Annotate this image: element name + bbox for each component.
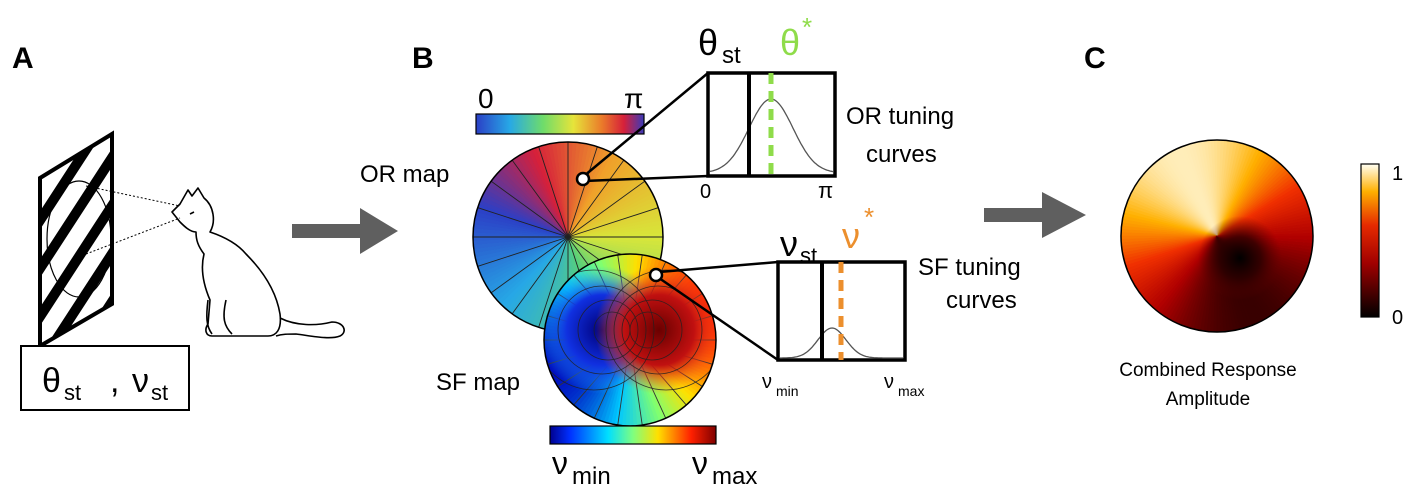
or-pref-label: θ xyxy=(780,22,800,63)
stimulus-nu: ν xyxy=(132,362,149,400)
or-map-label: OR map xyxy=(360,161,449,188)
or-zoom-lines xyxy=(583,72,709,183)
or-colorbar-min: 0 xyxy=(478,83,494,114)
sf-axis-max: ν xyxy=(884,371,894,393)
stimulus-nu-sub: st xyxy=(151,380,168,405)
panel-label-c: C xyxy=(1084,42,1106,75)
sf-tuning-plot xyxy=(776,260,907,362)
or-sample-point xyxy=(575,171,591,187)
stimulus-theta-sub: st xyxy=(64,380,81,405)
sf-zoom-lines xyxy=(658,260,779,362)
sf-sample-point xyxy=(648,267,664,283)
or-stim-sub: st xyxy=(722,42,741,69)
sight-lines xyxy=(85,185,181,255)
sf-colorbar-min-sub: min xyxy=(572,463,611,485)
panel-label-a: A xyxy=(12,42,34,75)
or-tuning-title-2: curves xyxy=(866,141,937,168)
sf-colorbar-max: ν xyxy=(692,445,708,481)
sf-map-label: SF map xyxy=(436,369,520,396)
sf-tuning-title-2: curves xyxy=(946,287,1017,314)
or-pref-sup: * xyxy=(802,12,812,42)
or-tuning-title-1: OR tuning xyxy=(846,103,954,130)
sf-colorbar: ν min ν max xyxy=(549,425,757,485)
arrow-b-to-c xyxy=(984,192,1086,238)
sf-axis-max-sub: max xyxy=(898,383,924,399)
panel-label-b: B xyxy=(412,42,434,75)
or-tuning-plot: 0 π xyxy=(700,71,837,203)
or-colorbar-max: π xyxy=(624,83,643,114)
sf-axis-min: ν xyxy=(762,371,772,393)
combined-colorbar-max: 1 xyxy=(1392,163,1403,185)
combined-response-map xyxy=(1120,139,1314,333)
stimulus-theta: θ xyxy=(42,362,61,400)
combined-colorbar-min: 0 xyxy=(1392,307,1403,329)
or-axis-max: π xyxy=(818,178,833,203)
sf-pref-label: ν xyxy=(842,215,860,256)
or-colorbar: 0 π xyxy=(475,83,645,135)
stimulus-comma: , xyxy=(110,362,119,400)
sf-stim-sub: st xyxy=(800,243,817,268)
sf-pref-sup: * xyxy=(864,202,874,232)
sf-colorbar-min: ν xyxy=(552,445,568,481)
stimulus-box: θ st , ν st xyxy=(20,345,190,411)
sf-colorbar-max-sub: max xyxy=(712,463,757,485)
or-stim-label: θ xyxy=(698,22,718,63)
combined-colorbar: 1 0 xyxy=(1360,163,1403,329)
arrow-a-to-b xyxy=(292,208,398,254)
cat-icon xyxy=(171,187,345,339)
sf-stim-label: ν xyxy=(780,223,798,264)
or-axis-min: 0 xyxy=(700,181,711,203)
combined-caption-2: Amplitude xyxy=(1166,389,1251,410)
combined-caption-1: Combined Response xyxy=(1119,360,1296,381)
sf-axis-min-sub: min xyxy=(776,383,799,399)
sf-tuning-title-1: SF tuning xyxy=(918,254,1021,281)
